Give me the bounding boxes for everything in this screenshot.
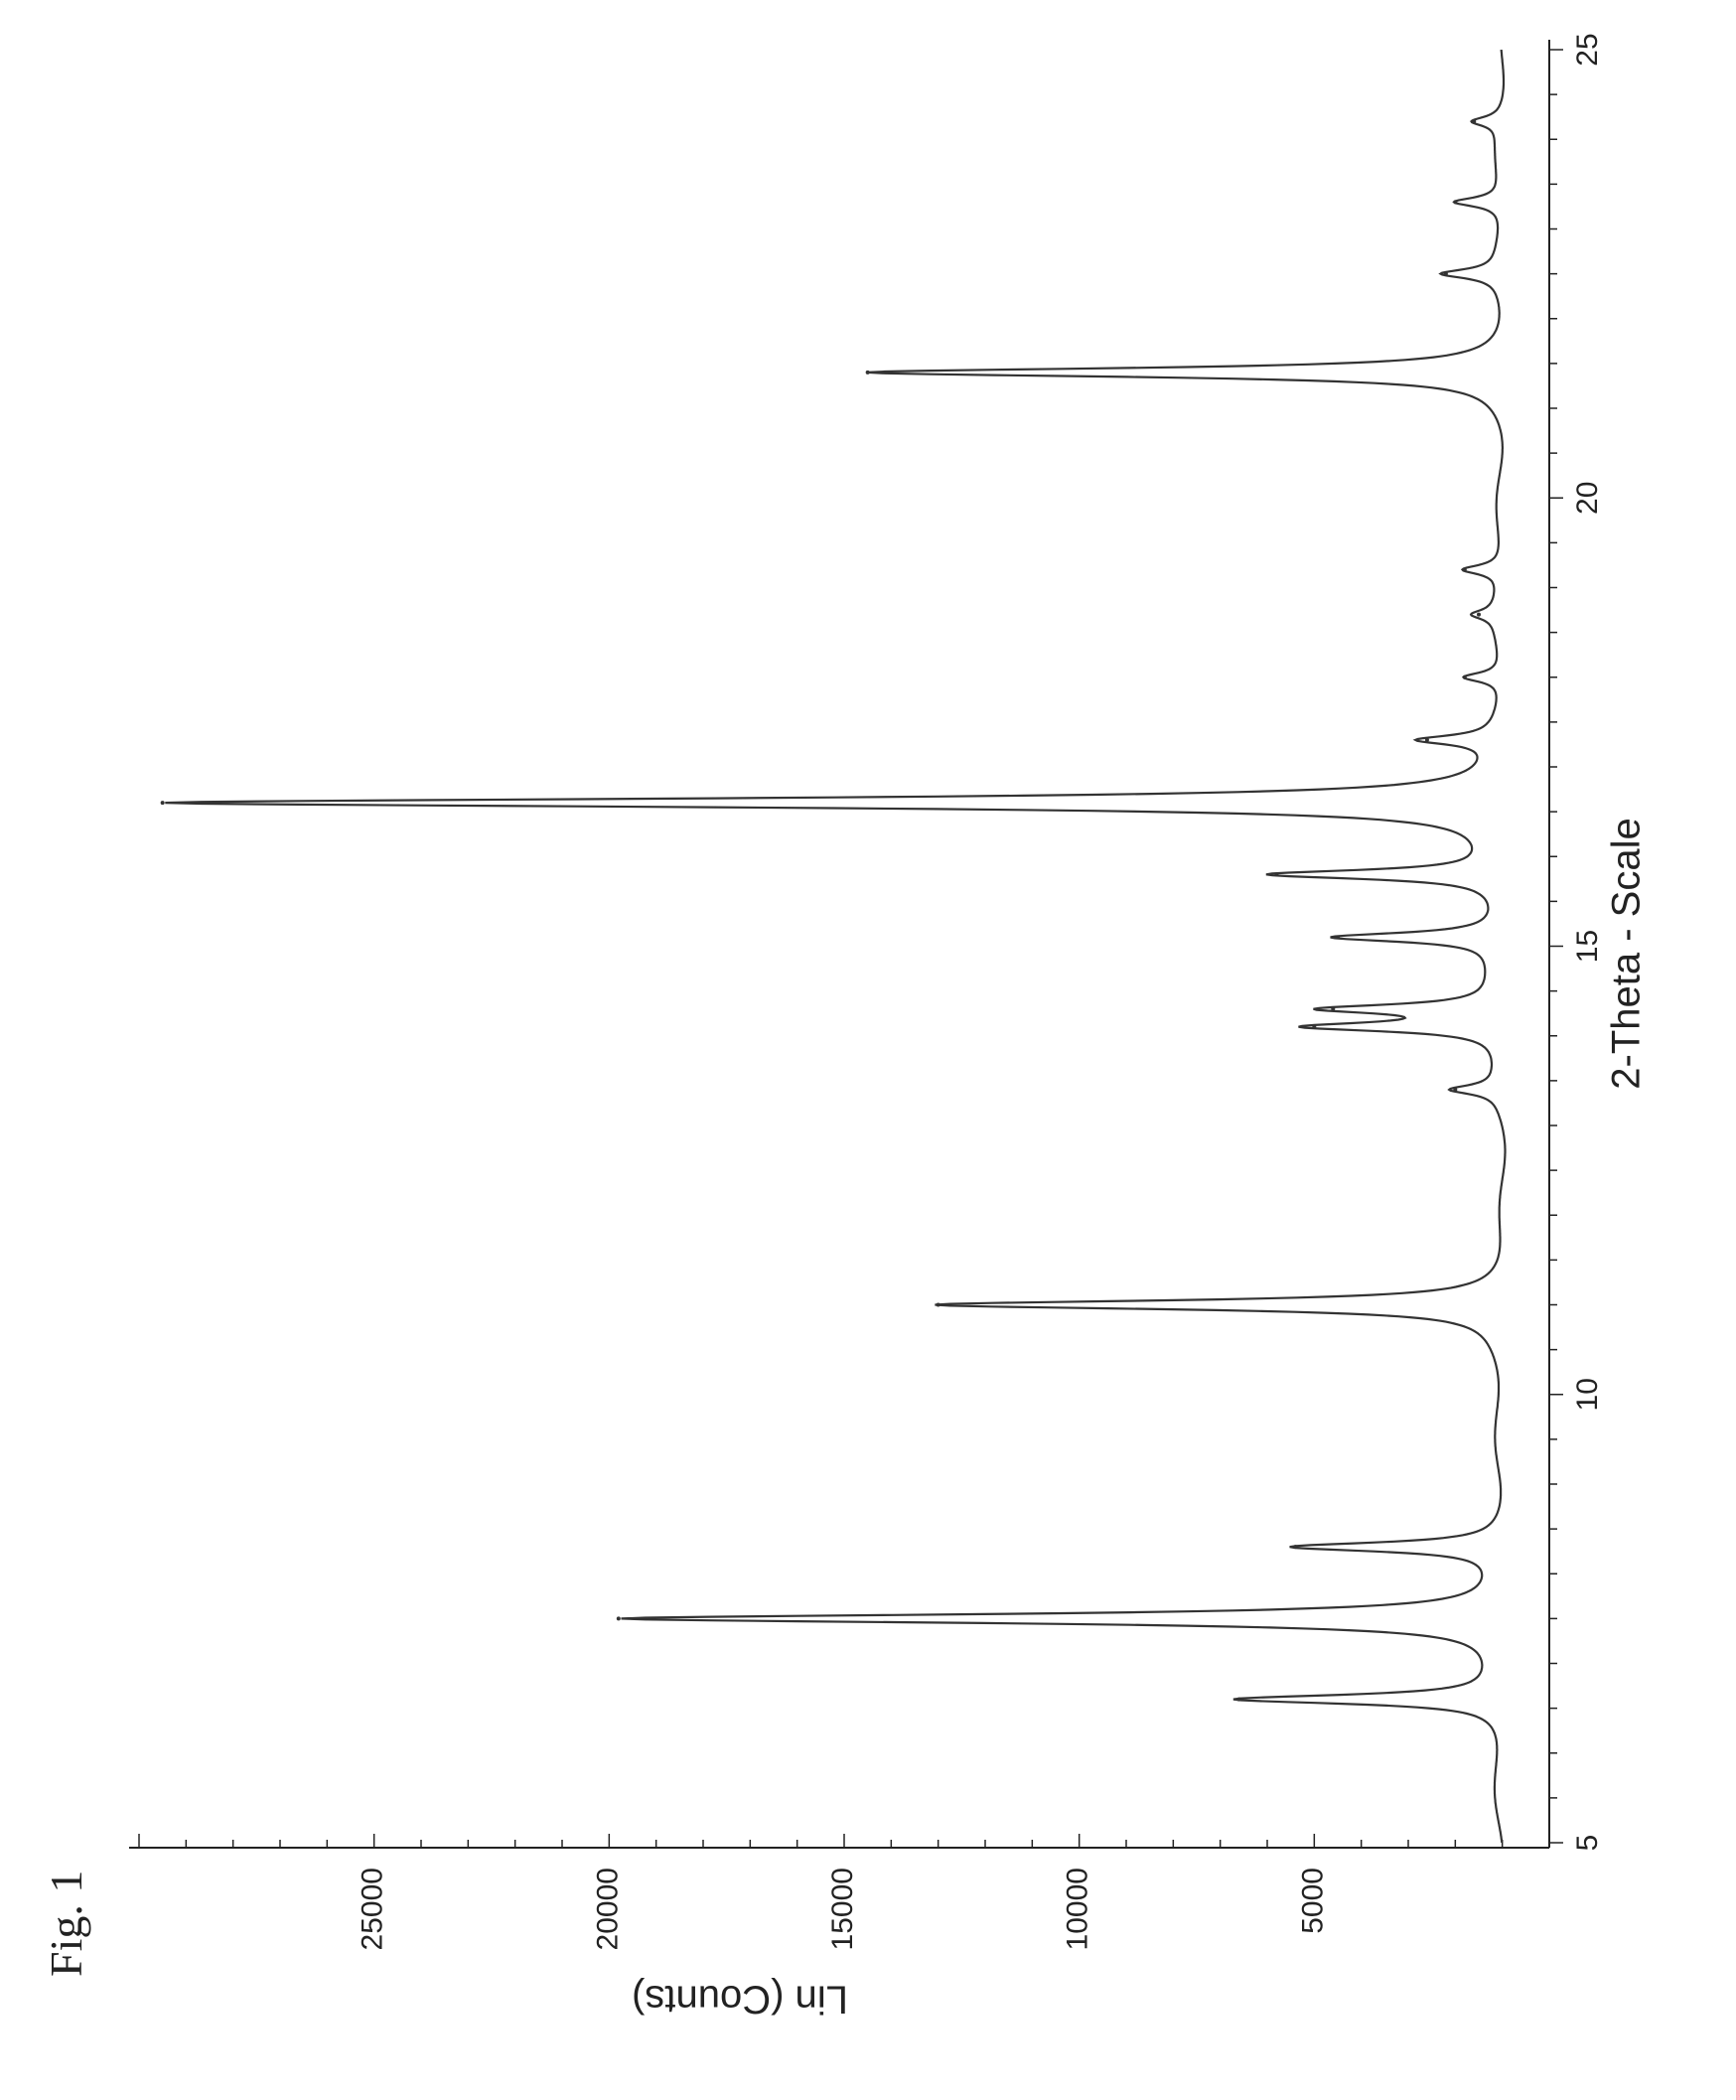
counts-tick-label: 25000 <box>357 1868 389 1950</box>
x-axis-title: 2-Theta - Scale <box>1605 818 1649 1089</box>
peak-point <box>1453 200 1457 204</box>
peak-point <box>1331 1007 1335 1011</box>
peak-point <box>1472 119 1476 123</box>
peak-point <box>1477 613 1481 617</box>
peak-point <box>937 1303 940 1307</box>
peak-point <box>617 1616 621 1620</box>
labels: 5000 10000 15000 20000 25000 5 10 15 20 25 2-Theta… <box>357 33 1649 2021</box>
peak-point <box>1444 272 1448 276</box>
peak-point <box>1425 738 1429 742</box>
series-layer <box>161 50 1506 1843</box>
theta-tick-label: 25 <box>1571 33 1604 66</box>
counts-tick-label: 15000 <box>826 1868 859 1950</box>
peak-point <box>1336 935 1340 939</box>
peak-point <box>1237 1698 1241 1702</box>
theta-tick-label: 10 <box>1571 1378 1604 1411</box>
y-axis-title: Lin (Counts) <box>632 1977 848 2021</box>
theta-tick-label: 5 <box>1571 1835 1604 1852</box>
theta-tick-label: 20 <box>1571 482 1604 515</box>
peak-point <box>1463 567 1467 571</box>
peak-point <box>1274 872 1278 876</box>
peak-point <box>1453 1088 1457 1092</box>
peak-point <box>1293 1545 1297 1549</box>
counts-tick-label: 10000 <box>1062 1868 1094 1950</box>
theta-tick-label: 15 <box>1571 930 1604 963</box>
axes <box>129 40 1563 1848</box>
diffraction-pattern-line <box>165 50 1505 1843</box>
peak-point <box>1312 1025 1316 1029</box>
counts-tick-label: 20000 <box>591 1868 624 1950</box>
peak-point <box>161 801 165 805</box>
counts-tick-label: 5000 <box>1296 1868 1329 1934</box>
peak-point <box>866 371 870 375</box>
peak-point <box>1463 675 1467 679</box>
